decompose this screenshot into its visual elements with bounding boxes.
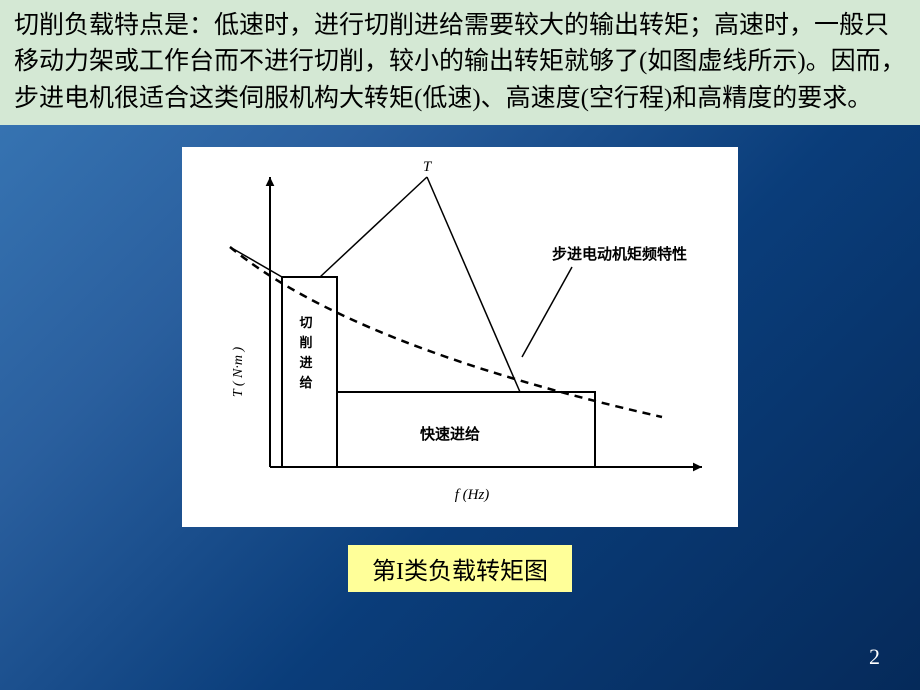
paragraph-text: 切削负载特点是：低速时，进行切削进给需要较大的输出转矩；高速时，一般只移动力架或… xyxy=(14,12,906,112)
svg-text:T ( N·m ): T ( N·m ) xyxy=(231,346,246,397)
chart-container: T ( N·m ) f (Hz) T 步进电动机矩频特性切削进给快速进给 xyxy=(0,147,920,527)
page-number: 2 xyxy=(869,644,880,670)
svg-text:切: 切 xyxy=(299,315,312,330)
svg-text:快速进给: 快速进给 xyxy=(420,425,480,443)
caption-text: 第I类负载转矩图 xyxy=(372,559,548,585)
svg-text:削: 削 xyxy=(299,335,312,350)
figure-caption: 第I类负载转矩图 xyxy=(348,545,572,592)
svg-text:进: 进 xyxy=(299,355,312,370)
svg-text:f (Hz): f (Hz) xyxy=(455,487,490,503)
page-number-text: 2 xyxy=(869,644,880,669)
svg-text:给: 给 xyxy=(299,375,312,390)
svg-text:T: T xyxy=(423,159,433,175)
caption-container: 第I类负载转矩图 xyxy=(0,545,920,592)
torque-frequency-chart: T ( N·m ) f (Hz) T 步进电动机矩频特性切削进给快速进给 xyxy=(182,147,738,527)
description-paragraph: 切削负载特点是：低速时，进行切削进给需要较大的输出转矩；高速时，一般只移动力架或… xyxy=(0,0,920,125)
svg-text:步进电动机矩频特性: 步进电动机矩频特性 xyxy=(552,245,687,263)
